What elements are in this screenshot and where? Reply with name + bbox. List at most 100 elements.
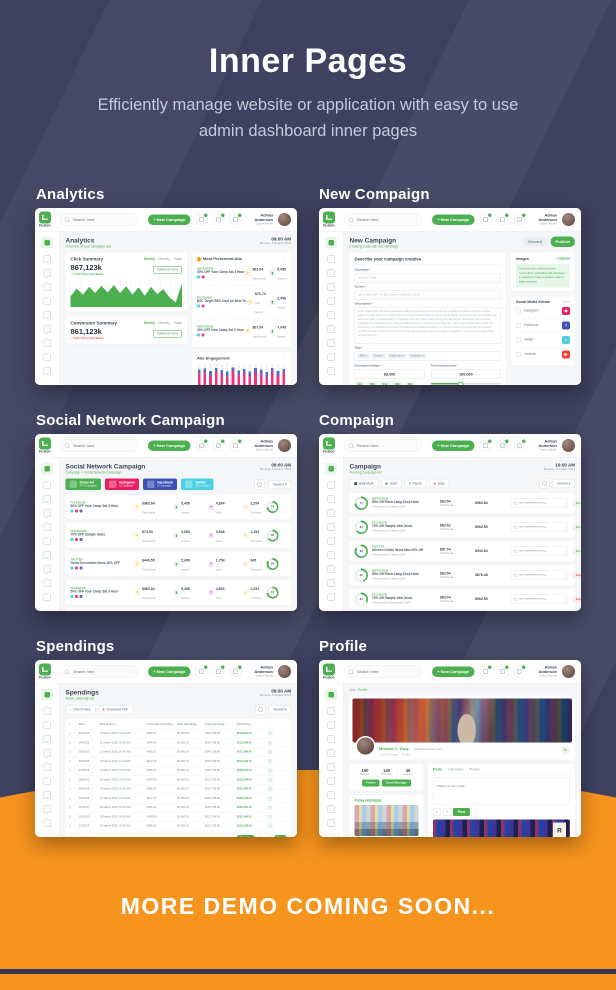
budget-chip[interactable]: $8k <box>404 381 416 385</box>
budget-chip[interactable]: $2k <box>367 381 378 385</box>
social-stream-row[interactable]: Twitter t <box>516 333 570 348</box>
row-menu-icon[interactable]: ⋯ <box>282 759 285 763</box>
edit-profile-icon[interactable]: ✎ <box>561 746 569 754</box>
row-checkbox[interactable] <box>69 815 71 819</box>
sidebar-icon[interactable] <box>43 325 51 333</box>
breadcrumb[interactable]: Ads › Profile <box>349 688 368 693</box>
download-icon[interactable]: ↓ <box>267 731 273 737</box>
sidebar-icon[interactable] <box>43 579 51 587</box>
discard-button[interactable]: Discard <box>522 237 548 247</box>
notification-icon[interactable] <box>195 665 208 678</box>
campaign-row[interactable]: FACEBOOK 50% OFF Your Camp Sat 3 Hour $ $… <box>65 580 291 605</box>
filter-icon[interactable] <box>254 479 265 490</box>
social-network-campaign-thumbnail[interactable]: Fusion + New Campaign Adrian AndersonSup… <box>35 434 297 611</box>
notification-icon[interactable] <box>479 665 492 678</box>
table-row[interactable]: 11/03/25 18 March 2025, 10:45 AM $485.21… <box>69 803 287 813</box>
sidebar-icon[interactable] <box>327 283 335 291</box>
social-stream-row[interactable]: Facebook f <box>516 318 570 333</box>
performed-ad-item[interactable]: FACEBOOK B2C Target SEO Card on New Yo.. … <box>196 286 286 319</box>
sidebar-icon[interactable] <box>43 367 51 375</box>
campaign-row[interactable]: 34 FACEBOOK 70% Off Sample Skin Items ✓ … <box>349 589 581 610</box>
tag-chip[interactable]: Template × <box>408 353 426 359</box>
sidebar-icon[interactable] <box>43 339 51 347</box>
download-pdf-button[interactable]: $ Download PDF <box>98 705 133 714</box>
row-menu-icon[interactable]: ⋯ <box>282 769 285 773</box>
kebab-menu-icon[interactable]: ⋮ <box>281 561 287 567</box>
search-input[interactable] <box>343 213 423 226</box>
send-message-button[interactable]: Send Message <box>382 779 411 787</box>
row-checkbox[interactable] <box>69 750 71 754</box>
row-checkbox[interactable] <box>69 778 71 782</box>
download-icon[interactable]: ↓ <box>267 786 273 792</box>
table-row[interactable]: 06/03/25 13 March 2025, 11:15 AM $512.75… <box>69 757 287 767</box>
sidebar-icon[interactable] <box>327 297 335 305</box>
legend-weekly[interactable]: Weekly <box>143 257 155 261</box>
sidebar-icon[interactable] <box>43 749 51 757</box>
sidebar-item-active[interactable] <box>41 236 53 249</box>
sidebar-item-active[interactable] <box>325 236 337 249</box>
filter-icon[interactable] <box>539 478 550 489</box>
download-icon[interactable]: ↓ <box>267 805 273 811</box>
row-checkbox[interactable] <box>69 796 71 800</box>
avatar[interactable] <box>562 665 575 678</box>
fusion-logo-icon[interactable] <box>38 437 51 450</box>
budget-chip[interactable]: $1k <box>354 381 366 385</box>
sidebar-icon[interactable] <box>43 353 51 361</box>
message-icon[interactable] <box>212 213 225 226</box>
sidebar-icon[interactable] <box>327 509 335 517</box>
notification-icon[interactable] <box>479 213 492 226</box>
table-row[interactable]: 10/03/25 17 March 2025, 11:15 AM $512.75… <box>69 794 287 804</box>
campaign-url[interactable]: https://dashboard.fusiong... <box>510 522 568 532</box>
budget-chip[interactable]: $4k <box>379 381 391 385</box>
search-input[interactable] <box>59 439 139 452</box>
kebab-menu-icon[interactable]: ⋮ <box>281 355 287 361</box>
sidebar-icon[interactable] <box>327 495 335 503</box>
checkbox[interactable] <box>516 308 521 314</box>
download-icon[interactable]: ↓ <box>267 814 273 820</box>
sidebar-icon[interactable] <box>43 495 51 503</box>
row-checkbox[interactable] <box>69 787 71 791</box>
row-checkbox[interactable] <box>69 806 71 810</box>
sidebar-icon[interactable] <box>327 523 335 531</box>
description-field[interactable]: Lorem ipsum dolor sit amet consectetur a… <box>354 307 501 344</box>
performed-ad-item[interactable]: INSTAGRAM 50% OFF Your Camp Sat 3 Hour $ … <box>196 261 286 286</box>
table-row[interactable]: 05/03/25 12 March 2025, 10:45 AM $485.21… <box>69 748 287 757</box>
due-invoice-button[interactable]: ↓ Due Invoice <box>65 705 96 714</box>
checkbox[interactable] <box>516 337 521 343</box>
next-page-button[interactable]: Next <box>274 834 287 837</box>
checkbox[interactable] <box>516 322 521 328</box>
notification-icon[interactable] <box>195 213 208 226</box>
row-menu-icon[interactable]: ⋯ <box>282 741 285 745</box>
sidebar-icon[interactable] <box>43 777 51 785</box>
fusion-logo-icon[interactable] <box>322 211 335 224</box>
message-icon[interactable] <box>212 439 225 452</box>
social-stream-row[interactable]: Instagram ◉ <box>516 304 570 319</box>
sidebar-icon[interactable] <box>43 311 51 319</box>
fusion-logo-icon[interactable] <box>322 437 335 450</box>
table-row[interactable]: 12/03/25 19 March 2025, 09:30 AM $448.50… <box>69 813 287 822</box>
sidebar-icon[interactable] <box>43 551 51 559</box>
user-menu[interactable]: Adrian Anderson Super Admin <box>538 664 557 678</box>
sidebar-icon[interactable] <box>327 537 335 545</box>
message-icon[interactable] <box>496 665 509 678</box>
tab-posts[interactable]: Posts <box>433 768 443 772</box>
new-campaign-thumbnail[interactable]: Fusion + New Campaign Adrian AndersonSup… <box>319 208 581 385</box>
row-menu-icon[interactable]: ⋯ <box>282 778 285 782</box>
message-icon[interactable] <box>212 665 225 678</box>
legend-today[interactable]: Today <box>173 257 182 261</box>
table-row[interactable]: 13/03/25 20 March 2025, 10:45 AM $485.21… <box>69 822 287 831</box>
campaign-row[interactable]: 64 FACEBOOK 70% Off Sample Skin Items ✓ … <box>349 517 581 538</box>
fusion-logo-icon[interactable] <box>38 211 51 224</box>
sort-dropdown[interactable]: Newest ▾ <box>552 479 575 488</box>
campaign-url[interactable]: https://dashboard.fusiong... <box>510 570 568 580</box>
search-input[interactable] <box>59 213 139 226</box>
new-campaign-button[interactable]: + New Campaign <box>432 440 475 451</box>
impressions-field[interactable]: 100,000 <box>430 369 501 379</box>
table-row[interactable]: 04/03/25 11 March 2025, 09:30 AM $448.50… <box>69 739 287 748</box>
post-button[interactable]: Post <box>453 808 471 816</box>
sidebar-icon[interactable] <box>327 325 335 333</box>
row-menu-icon[interactable]: ⋯ <box>282 815 285 819</box>
sidebar-icon[interactable] <box>43 269 51 277</box>
kebab-menu-icon[interactable]: ⋮ <box>281 256 287 261</box>
